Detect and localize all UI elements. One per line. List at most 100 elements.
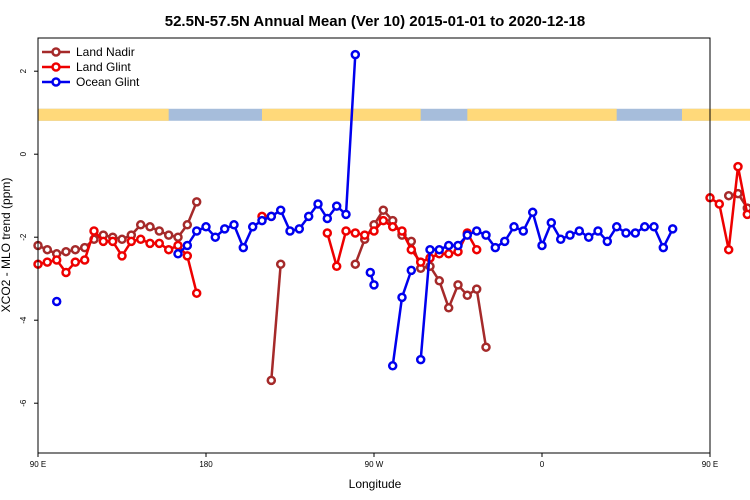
point-land-glint (91, 228, 98, 235)
point-ocean-glint (651, 223, 658, 230)
band-land (38, 109, 169, 121)
legend-item-ocean-glint: Ocean Glint (42, 75, 140, 89)
point-land-nadir (445, 304, 452, 311)
point-ocean-glint (240, 244, 247, 251)
point-ocean-glint (249, 223, 256, 230)
point-land-nadir (483, 344, 490, 351)
legend: Land NadirLand GlintOcean Glint (42, 45, 140, 89)
point-ocean-glint (203, 223, 210, 230)
series-line-land-glint (710, 167, 750, 294)
y-tick-label: -4 (19, 316, 28, 324)
point-ocean-glint (464, 232, 471, 239)
point-land-nadir (119, 236, 126, 243)
point-land-nadir (725, 192, 732, 199)
point-land-nadir (175, 234, 182, 241)
y-tick-label: -6 (19, 399, 28, 407)
chart-title: 52.5N-57.5N Annual Mean (Ver 10) 2015-01… (165, 13, 585, 30)
point-land-glint (389, 223, 396, 230)
point-land-glint (175, 242, 182, 249)
point-ocean-glint (287, 228, 294, 235)
x-tick-label: 90 E (30, 460, 46, 469)
point-land-nadir (436, 277, 443, 284)
point-ocean-glint (436, 246, 443, 253)
point-land-nadir (455, 281, 462, 288)
point-ocean-glint (427, 246, 434, 253)
legend-label: Land Glint (76, 60, 131, 74)
point-ocean-glint (520, 228, 527, 235)
point-land-nadir (184, 221, 191, 228)
point-land-glint (63, 269, 70, 276)
point-ocean-glint (212, 234, 219, 241)
point-ocean-glint (501, 238, 508, 245)
point-land-glint (100, 238, 107, 245)
point-ocean-glint (595, 228, 602, 235)
point-ocean-glint (371, 281, 378, 288)
y-tick-label: 0 (19, 151, 28, 156)
point-land-glint (72, 259, 79, 266)
point-ocean-glint (333, 203, 340, 210)
point-land-glint (473, 246, 480, 253)
point-land-glint (744, 211, 750, 218)
landmask-band (38, 109, 750, 121)
point-land-nadir (464, 292, 471, 299)
y-tick-label: -2 (19, 233, 28, 241)
point-land-glint (343, 228, 350, 235)
point-land-nadir (156, 228, 163, 235)
point-ocean-glint (175, 250, 182, 257)
series-line-ocean-glint (393, 270, 412, 365)
point-land-glint (352, 230, 359, 237)
y-axis-title: XCO2 - MLO trend (ppm) (0, 178, 13, 313)
point-land-glint (165, 246, 172, 253)
point-ocean-glint (324, 215, 331, 222)
point-ocean-glint (483, 232, 490, 239)
point-land-glint (725, 246, 732, 253)
point-ocean-glint (567, 232, 574, 239)
point-ocean-glint (613, 223, 620, 230)
point-ocean-glint (641, 223, 648, 230)
point-land-glint (445, 250, 452, 257)
point-ocean-glint (445, 242, 452, 249)
legend-marker (53, 79, 60, 86)
point-land-nadir (165, 232, 172, 239)
point-ocean-glint (669, 225, 676, 232)
point-land-glint (399, 228, 406, 235)
point-ocean-glint (604, 238, 611, 245)
point-land-nadir (277, 261, 284, 268)
point-ocean-glint (417, 356, 424, 363)
point-land-glint (137, 236, 144, 243)
series-land-nadir (35, 190, 750, 384)
point-land-nadir (193, 198, 200, 205)
point-ocean-glint (259, 217, 266, 224)
point-land-nadir (137, 221, 144, 228)
point-land-nadir (380, 207, 387, 214)
legend-marker (53, 49, 60, 56)
band-land (467, 109, 616, 121)
series-ocean-glint (53, 51, 750, 369)
point-land-glint (193, 290, 200, 297)
point-land-glint (324, 230, 331, 237)
point-ocean-glint (473, 228, 480, 235)
point-land-glint (53, 257, 60, 264)
point-land-glint (361, 232, 368, 239)
x-tick-label: 90 W (365, 460, 384, 469)
point-ocean-glint (511, 223, 518, 230)
point-land-glint (184, 252, 191, 259)
y-tick-label: 2 (19, 68, 28, 73)
point-ocean-glint (529, 209, 536, 216)
legend-marker (53, 64, 60, 71)
point-ocean-glint (367, 269, 374, 276)
point-ocean-glint (343, 211, 350, 218)
point-ocean-glint (557, 236, 564, 243)
point-ocean-glint (399, 294, 406, 301)
point-land-glint (380, 217, 387, 224)
point-ocean-glint (268, 213, 275, 220)
point-land-nadir (63, 248, 70, 255)
point-ocean-glint (53, 298, 60, 305)
point-ocean-glint (296, 225, 303, 232)
x-axis-title: Longitude (349, 477, 402, 491)
point-land-glint (333, 263, 340, 270)
point-land-glint (408, 246, 415, 253)
point-ocean-glint (408, 267, 415, 274)
legend-item-land-glint: Land Glint (42, 60, 131, 74)
point-land-nadir (147, 223, 154, 230)
